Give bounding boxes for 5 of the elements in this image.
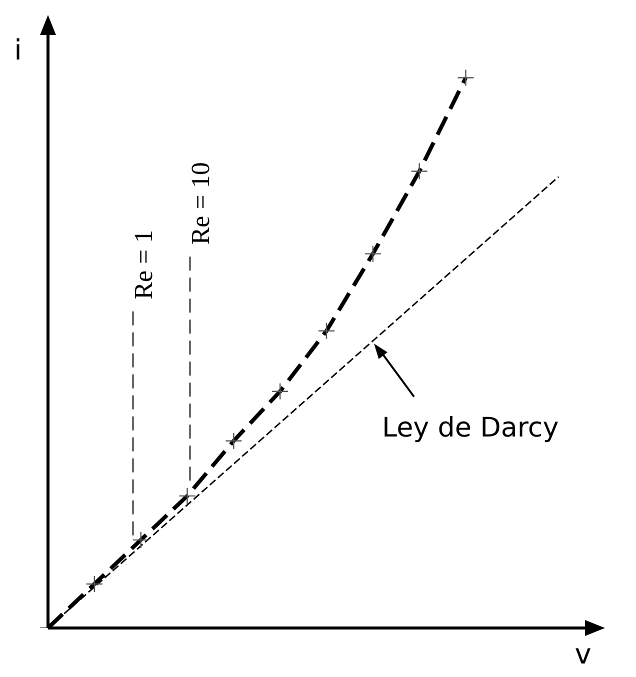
annotation: Re = 1 — [128, 230, 158, 300]
annotation: Ley de Darcy — [382, 412, 559, 444]
x-axis-title: v — [574, 637, 592, 670]
y-axis-title: i — [14, 33, 22, 66]
annotation: Re = 10 — [186, 162, 215, 245]
